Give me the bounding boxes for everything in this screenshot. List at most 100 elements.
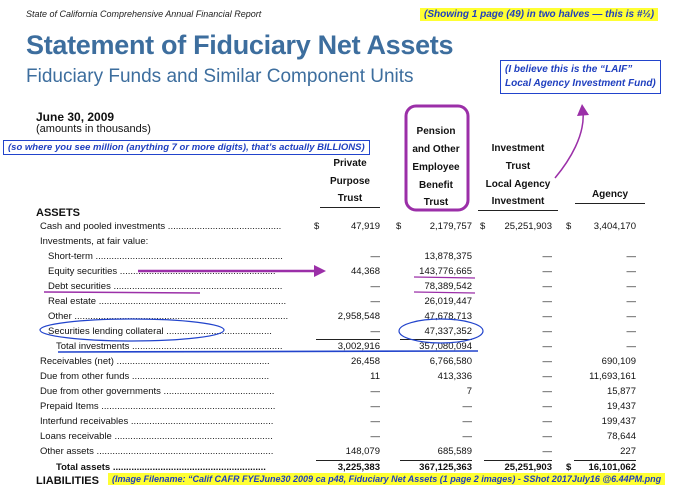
cell-private: 3,002,916 [337,341,380,352]
rule-investment-total [484,460,552,461]
equity-arrowhead-icon [314,265,326,277]
dollar-sign: $ [566,462,572,473]
cell-investment: — [542,356,553,367]
cell-agency: 3,404,170 [593,221,636,232]
cell-investment: — [542,386,553,397]
cell-investment: — [542,416,553,427]
rule-pension-subtotal [400,339,472,340]
cell-pension: 367,125,363 [419,462,472,473]
cell-private: — [370,386,381,397]
row-label: Receivables (net) ......................… [40,356,270,367]
table-row: Short-term .............................… [0,251,700,265]
debt-label-underline [43,291,201,294]
statement-date: June 30, 2009 [36,110,115,124]
cell-pension: 357,080,094 [419,341,472,352]
cell-pension: — [462,416,473,427]
page-subtitle: Fiduciary Funds and Similar Component Un… [26,66,414,87]
private-header-line2: Purpose [329,176,370,187]
cell-investment: — [542,266,553,277]
cell-private: — [370,296,381,307]
cell-private: 26,458 [350,356,380,367]
column-header-investment: Investment Trust Local Agency Investment [478,140,558,211]
cell-private: — [370,431,381,442]
row-label: Loans receivable .......................… [40,431,273,442]
column-header-pension: Pension and Other Employee Benefit Trust [406,123,466,211]
table-row: Interfund receivables ..................… [0,416,700,430]
cell-private: 44,368 [350,266,380,277]
investment-header-line1: Investment [491,143,545,154]
cell-private: 148,079 [345,446,380,457]
cell-agency: — [626,296,637,307]
cell-investment: — [542,371,553,382]
row-label: Real estate ............................… [48,296,287,307]
pension-column-highlight-box [404,104,470,212]
laif-note-line1: (I believe this is the “LAIF” [505,64,633,75]
cell-investment: — [542,251,553,262]
cell-investment: — [542,296,553,307]
cell-agency: — [626,311,637,322]
equity-value-underline [413,276,476,279]
securities-lending-label-circle [39,318,225,342]
pension-header-line5: Trust [423,197,449,208]
rule-pension-total [400,460,472,461]
cell-agency: — [626,326,637,337]
table-row: Securities lending collateral ..........… [0,326,700,340]
section-assets: ASSETS [36,207,81,219]
rule-agency-total [574,460,636,461]
row-label: Investments, at fair value: [40,236,149,247]
laif-note-line2: Local Agency Investment Fund) [505,78,656,89]
dollar-sign: $ [566,221,572,232]
filename-note-highlight: (Image Filename: “Calif CAFR FYEJune30 2… [108,473,666,485]
section-liabilities: LIABILITIES [36,475,99,487]
column-header-agency: Agency [575,187,645,204]
cell-private: — [370,416,381,427]
cell-agency: 11,693,161 [589,371,636,382]
cell-pension: 78,389,542 [424,281,472,292]
table-row: Loans receivable .......................… [0,431,700,445]
cell-investment: — [542,281,553,292]
cell-pension: 413,336 [437,371,472,382]
row-label: Securities lending collateral ..........… [48,326,272,337]
cell-pension: 26,019,447 [424,296,472,307]
cell-investment: 25,251,903 [504,221,552,232]
cell-pension: 6,766,580 [429,356,472,367]
private-header-line1: Private [333,158,367,169]
cell-agency: — [626,251,637,262]
row-label: Cash and pooled investments ............… [40,221,282,232]
billions-note-box: (so where you see million (anything 7 or… [3,140,370,155]
table-row-total-assets: Total assets ...........................… [0,462,700,476]
table-row: Due from other funds ...................… [0,371,700,385]
row-label: Prepaid Items ..........................… [40,401,276,412]
investment-header-line2: Trust [505,161,531,172]
table-row: Investments, at fair value: [0,236,700,250]
cell-private: 2,958,548 [337,311,380,322]
cell-investment: 25,251,903 [504,462,552,473]
cell-agency: — [626,266,637,277]
cell-pension: 685,589 [437,446,472,457]
row-label: Total assets ...........................… [56,462,266,473]
cell-investment: — [542,401,553,412]
table-row: Prepaid Items ..........................… [0,401,700,415]
table-row: Receivables (net) ......................… [0,356,700,370]
cell-investment: — [542,326,553,337]
investment-header-line3: Local Agency [485,179,551,190]
cell-private: — [370,251,381,262]
page-note-highlight: (Showing 1 page (49) in two halves — thi… [420,8,659,21]
cell-pension: 47,678,713 [424,311,472,322]
cell-private: — [370,281,381,292]
row-label: Other assets ...........................… [40,446,274,457]
cell-agency: 19,437 [606,401,636,412]
report-header-line: State of California Comprehensive Annual… [26,9,262,19]
row-label: Total investments ......................… [56,341,283,352]
pension-header-line2: and Other [412,144,460,155]
laif-note-box: (I believe this is the “LAIF” Local Agen… [500,60,661,94]
dollar-sign: $ [314,221,320,232]
table-row: Other assets ...........................… [0,446,700,460]
private-header-line3: Trust [320,191,380,208]
cell-investment: — [542,311,553,322]
cell-private: 47,919 [350,221,380,232]
cell-private: — [370,326,381,337]
rule-private-subtotal [316,339,380,340]
row-label: Due from other governments .............… [40,386,275,397]
